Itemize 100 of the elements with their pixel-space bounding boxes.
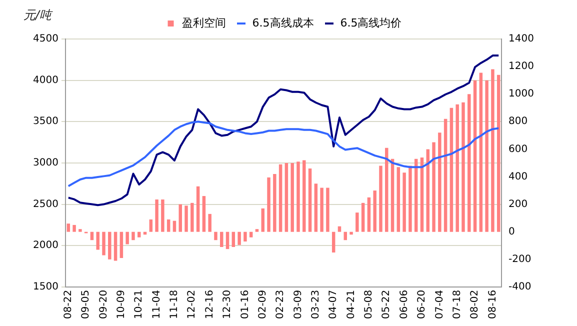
bar xyxy=(491,69,494,232)
bar xyxy=(149,219,153,232)
bar xyxy=(314,184,318,232)
bar xyxy=(90,232,94,240)
bar xyxy=(132,232,135,240)
y2-tick-label: 1000 xyxy=(508,88,534,100)
bar xyxy=(373,190,376,232)
x-tick-label: 12-02 xyxy=(186,290,198,320)
bar xyxy=(137,232,141,238)
legend-label: 6.5高线成本 xyxy=(252,16,314,30)
bar xyxy=(108,232,112,260)
x-tick-label: 04-07 xyxy=(328,290,340,320)
bar xyxy=(326,188,330,232)
bar xyxy=(402,172,406,232)
bar xyxy=(473,80,477,232)
y2-tick-label: 600 xyxy=(508,144,528,155)
bar xyxy=(320,188,324,232)
bar xyxy=(161,199,164,232)
y2-tick-label: 0 xyxy=(508,226,515,238)
bar xyxy=(308,168,312,232)
x-tick-label: 06-20 xyxy=(416,290,428,320)
x-tick-label: 09-20 xyxy=(98,290,110,320)
x-tick-label: 04-21 xyxy=(346,290,357,320)
bar xyxy=(496,74,500,232)
bar xyxy=(66,224,70,232)
bar xyxy=(361,202,365,232)
x-tick-label: 12-30 xyxy=(222,290,234,320)
bar xyxy=(102,232,106,256)
y2-tick-label: 800 xyxy=(508,116,528,128)
bar xyxy=(450,108,454,232)
bar xyxy=(438,132,442,232)
y2-tick-label: -400 xyxy=(508,282,532,293)
y2-tick-label: 1400 xyxy=(508,34,534,45)
bar xyxy=(379,166,382,232)
x-tick-label: 05-22 xyxy=(381,290,392,320)
x-tick-label: 07-04 xyxy=(434,290,446,320)
x-tick-label: 03-09 xyxy=(292,290,304,320)
bar xyxy=(426,149,430,232)
bar xyxy=(273,174,276,232)
x-tick-label: 09-05 xyxy=(80,290,92,320)
bar xyxy=(302,160,306,232)
x-tick-label: 08-22 xyxy=(62,290,74,320)
bar xyxy=(390,158,394,232)
legend-label: 盈利空间 xyxy=(182,16,226,30)
x-tick-label: 08-16 xyxy=(487,290,498,320)
bar xyxy=(178,204,182,232)
bar xyxy=(284,162,288,232)
y-axis-title: 元/吨 xyxy=(23,8,54,22)
x-tick-label: 11-04 xyxy=(151,290,162,320)
bar xyxy=(184,206,188,232)
y-tick-label: 4500 xyxy=(32,34,58,45)
x-tick-label: 10-09 xyxy=(116,290,128,320)
bar xyxy=(202,196,206,232)
bar xyxy=(120,232,124,258)
bar xyxy=(244,232,247,242)
x-tick-label: 07-18 xyxy=(452,290,463,320)
bar xyxy=(226,232,230,250)
bar xyxy=(296,162,300,232)
bar xyxy=(344,232,347,240)
bar xyxy=(155,199,158,232)
x-tick-label: 06-06 xyxy=(398,290,410,320)
bar xyxy=(338,226,342,232)
y2-tick-label: 400 xyxy=(508,171,528,182)
legend-label: 6.5高线均价 xyxy=(340,16,402,30)
bar xyxy=(479,72,483,232)
bar xyxy=(290,162,294,232)
bar xyxy=(190,202,194,232)
x-tick-label: 03-23 xyxy=(310,290,322,320)
y-tick-label: 1500 xyxy=(32,282,58,293)
y-tick-label: 3000 xyxy=(32,158,58,169)
x-tick-label: 01-16 xyxy=(240,290,251,320)
bar xyxy=(356,212,359,232)
bar xyxy=(249,232,253,238)
bar xyxy=(332,232,336,253)
x-tick-label: 05-08 xyxy=(364,290,375,320)
x-tick-label: 12-16 xyxy=(204,290,216,320)
x-tick-label: 02-09 xyxy=(257,290,268,320)
bar xyxy=(468,94,471,232)
y-tick-label: 2500 xyxy=(32,198,58,210)
bar xyxy=(420,157,424,232)
bar xyxy=(214,232,218,240)
bar xyxy=(220,232,224,247)
bar xyxy=(462,102,465,232)
bar xyxy=(126,232,129,244)
bar xyxy=(238,232,241,245)
bar xyxy=(196,186,200,232)
bar xyxy=(408,166,412,232)
bar xyxy=(78,229,82,232)
bar xyxy=(208,214,212,232)
y-tick-label: 3500 xyxy=(32,116,58,128)
bar xyxy=(367,197,371,232)
bar xyxy=(432,142,436,232)
x-tick-label: 08-02 xyxy=(470,290,481,320)
bar xyxy=(96,232,100,250)
y2-tick-label: 200 xyxy=(508,198,528,210)
bar xyxy=(172,220,176,232)
bar xyxy=(232,232,236,247)
bar xyxy=(114,232,118,261)
x-tick-label: 11-18 xyxy=(169,290,180,320)
bar xyxy=(385,148,388,232)
